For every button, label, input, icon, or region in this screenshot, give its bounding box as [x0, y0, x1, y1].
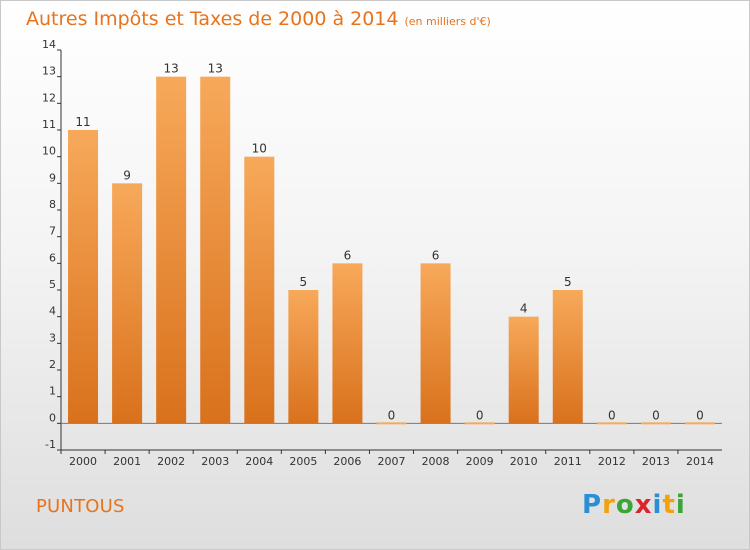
- y-tick-label: 12: [42, 91, 56, 104]
- bar: [420, 263, 451, 424]
- bar-value-label: 0: [608, 408, 616, 422]
- y-tick-label: 11: [42, 118, 56, 131]
- bar: [464, 422, 495, 425]
- x-tick-label: 2012: [598, 455, 626, 468]
- bar-value-label: 5: [564, 275, 572, 289]
- y-tick-label: 6: [49, 251, 56, 264]
- bar-value-label: 10: [252, 142, 267, 156]
- bar: [640, 422, 671, 425]
- chart-bars: [68, 76, 715, 425]
- x-tick-label: 2013: [642, 455, 670, 468]
- bar: [508, 316, 539, 424]
- x-tick-label: 2010: [510, 455, 538, 468]
- y-tick-label: 3: [49, 331, 56, 344]
- bar-value-label: 6: [432, 248, 440, 262]
- x-tick-label: 2003: [201, 455, 229, 468]
- y-tick-label: 7: [49, 225, 56, 238]
- proxiti-logo[interactable]: Proxiti: [582, 490, 686, 520]
- chart-title: Autres Impôts et Taxes de 2000 à 2014 (en…: [26, 8, 491, 30]
- logo-letter: i: [652, 490, 663, 520]
- x-tick-label: 2004: [245, 455, 273, 468]
- bar: [376, 422, 407, 425]
- bar: [68, 130, 99, 424]
- bar-value-label: 0: [476, 408, 484, 422]
- y-tick-label: 0: [49, 411, 56, 424]
- y-tick-label: -1: [45, 438, 56, 451]
- bar: [684, 422, 715, 425]
- bar-value-label: 6: [344, 248, 352, 262]
- x-tick-label: 2001: [113, 455, 141, 468]
- bar: [552, 290, 583, 424]
- y-tick-label: 5: [49, 278, 56, 291]
- bar-value-label: 4: [520, 302, 528, 316]
- x-tick-label: 2008: [422, 455, 450, 468]
- y-tick-label: 13: [42, 65, 56, 78]
- chart-labels: 11 9 13 13 10 5 6 0 6 0 4 5 0 0 0: [75, 62, 703, 423]
- bar-value-label: 13: [208, 62, 223, 76]
- y-tick-label: 14: [42, 38, 56, 51]
- place-name: PUNTOUS: [36, 496, 125, 517]
- y-tick-label: 8: [49, 198, 56, 211]
- y-tick-label: 1: [49, 385, 56, 398]
- logo-letter: i: [675, 490, 686, 520]
- y-tick-label: 10: [42, 145, 56, 158]
- bar-value-label: 11: [75, 115, 90, 129]
- bar-value-label: 9: [123, 168, 131, 182]
- x-tick-label: 2000: [69, 455, 97, 468]
- y-tick-label: 9: [49, 171, 56, 184]
- chart-subtitle: (en milliers d'€): [404, 15, 491, 28]
- bar: [596, 422, 627, 425]
- logo-letter: o: [615, 490, 635, 520]
- x-tick-label: 2014: [686, 455, 714, 468]
- logo-letter: P: [582, 490, 603, 520]
- logo-letter: r: [602, 490, 616, 520]
- bar-value-label: 0: [388, 408, 396, 422]
- bar: [200, 76, 231, 424]
- bar: [244, 156, 275, 424]
- bar: [156, 76, 187, 424]
- x-tick-label: 2006: [333, 455, 361, 468]
- bar-value-label: 5: [300, 275, 308, 289]
- x-tick-label: 2011: [554, 455, 582, 468]
- y-tick-label: 4: [49, 305, 56, 318]
- bar-value-label: 0: [652, 408, 660, 422]
- x-tick-label: 2005: [289, 455, 317, 468]
- logo-letter: t: [662, 490, 676, 520]
- x-tick-label: 2002: [157, 455, 185, 468]
- x-tick-label: 2009: [466, 455, 494, 468]
- logo-letter: x: [634, 490, 653, 520]
- bar: [332, 263, 363, 424]
- x-tick-label: 2007: [378, 455, 406, 468]
- y-tick-label: 2: [49, 358, 56, 371]
- bar-value-label: 13: [164, 62, 179, 76]
- bar: [288, 290, 319, 424]
- bar: [112, 183, 143, 424]
- chart-title-text: Autres Impôts et Taxes de 2000 à 2014: [26, 8, 399, 30]
- bar-value-label: 0: [696, 408, 704, 422]
